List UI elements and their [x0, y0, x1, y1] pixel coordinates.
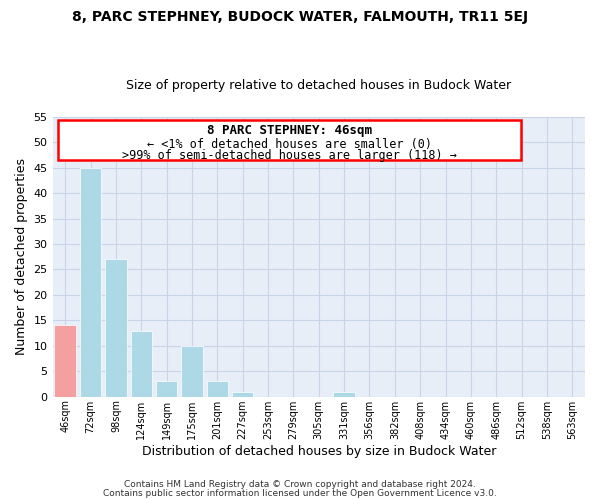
Text: 8 PARC STEPHNEY: 46sqm: 8 PARC STEPHNEY: 46sqm: [207, 124, 372, 137]
Bar: [206, 382, 228, 396]
Bar: [105, 260, 127, 396]
Text: ← <1% of detached houses are smaller (0): ← <1% of detached houses are smaller (0): [147, 138, 432, 151]
Bar: [232, 392, 253, 396]
FancyBboxPatch shape: [58, 120, 521, 160]
Bar: [156, 382, 178, 396]
Y-axis label: Number of detached properties: Number of detached properties: [15, 158, 28, 355]
Bar: [131, 330, 152, 396]
Bar: [334, 392, 355, 396]
Bar: [55, 326, 76, 396]
Text: 8, PARC STEPHNEY, BUDOCK WATER, FALMOUTH, TR11 5EJ: 8, PARC STEPHNEY, BUDOCK WATER, FALMOUTH…: [72, 10, 528, 24]
X-axis label: Distribution of detached houses by size in Budock Water: Distribution of detached houses by size …: [142, 444, 496, 458]
Bar: [181, 346, 203, 397]
Bar: [80, 168, 101, 396]
Text: >99% of semi-detached houses are larger (118) →: >99% of semi-detached houses are larger …: [122, 149, 457, 162]
Title: Size of property relative to detached houses in Budock Water: Size of property relative to detached ho…: [126, 79, 511, 92]
Text: Contains HM Land Registry data © Crown copyright and database right 2024.: Contains HM Land Registry data © Crown c…: [124, 480, 476, 489]
Text: Contains public sector information licensed under the Open Government Licence v3: Contains public sector information licen…: [103, 488, 497, 498]
